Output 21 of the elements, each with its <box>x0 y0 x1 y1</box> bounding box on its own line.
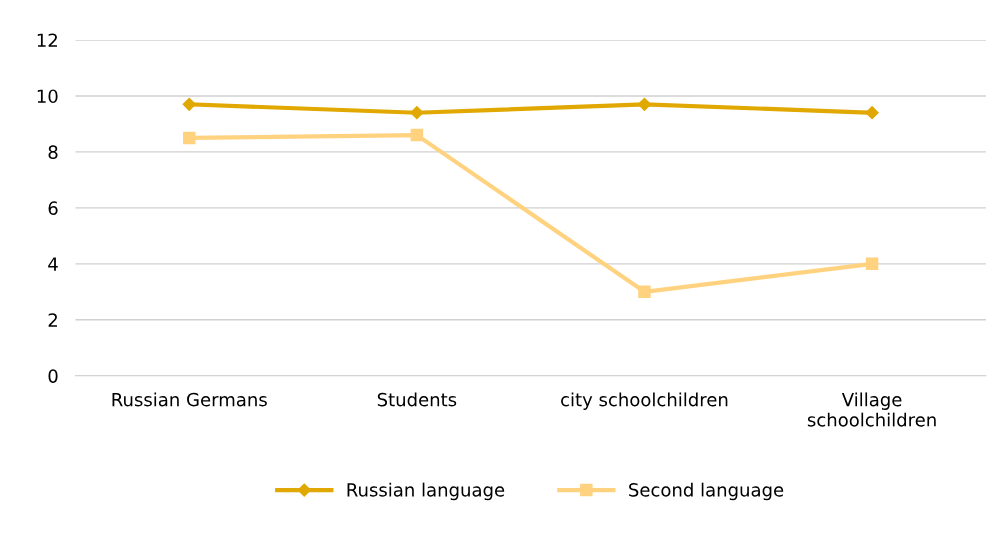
x-tick-label: Village schoolchildren <box>807 392 936 427</box>
y-tick-label: 2 <box>48 313 57 327</box>
x-tick-label: Students <box>377 392 457 407</box>
point <box>183 131 196 145</box>
point <box>410 106 424 120</box>
point <box>865 106 879 120</box>
y-tick-label: 8 <box>48 145 58 160</box>
point <box>182 97 196 111</box>
x-tick-label: city schoolchildren <box>561 392 728 410</box>
legend-label: Second language <box>629 482 784 501</box>
y-tick-label: 0 <box>48 369 58 383</box>
point <box>410 128 424 142</box>
y-tick-label: 10 <box>37 89 58 104</box>
point <box>865 257 879 271</box>
point <box>637 97 652 111</box>
x-tick-label: Russian Germans <box>112 392 267 407</box>
y-tick-label: 4 <box>48 257 58 271</box>
y-tick-label: 12 <box>37 33 57 47</box>
y-tick-label: 6 <box>48 201 58 215</box>
point <box>638 285 651 299</box>
legend-label: Russian language <box>347 482 505 501</box>
